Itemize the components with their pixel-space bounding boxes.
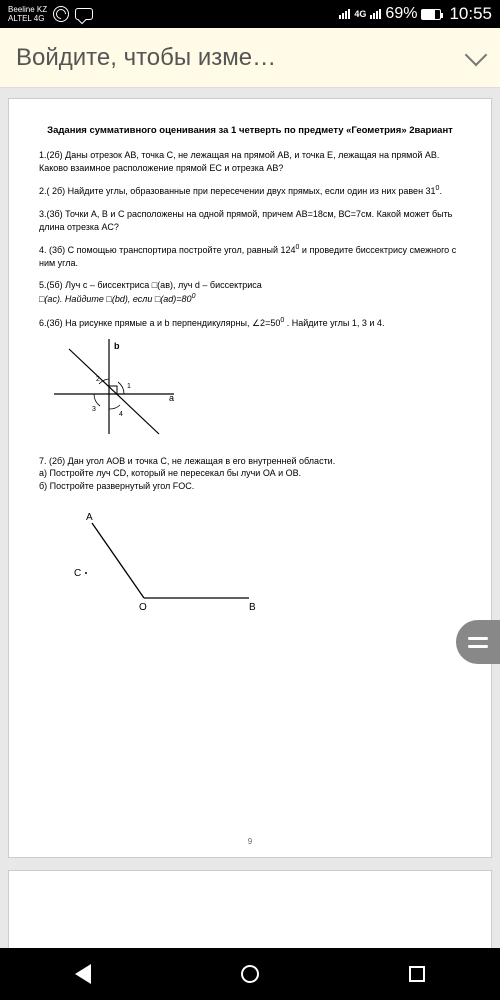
carrier-labels: Beeline KZ ALTEL 4G (8, 5, 47, 23)
task-5: 5.(5б) Луч с – биссектриса □(ав), луч d … (39, 279, 461, 305)
diagram-angles: b a 1 2 3 4 (54, 339, 461, 443)
svg-text:C: C (74, 568, 81, 579)
svg-text:a: a (169, 393, 174, 403)
nav-back-button[interactable] (75, 964, 91, 984)
document-page-2 (8, 870, 492, 948)
whatsapp-icon (53, 6, 69, 22)
chevron-down-icon[interactable] (465, 43, 488, 66)
navigation-bar (0, 948, 500, 1000)
page-number: 9 (9, 836, 491, 847)
battery-icon (421, 9, 441, 20)
document-page-1: Задания суммативного оценивания за 1 чет… (8, 98, 492, 858)
status-right: 4G 69% 10:55 (339, 4, 492, 24)
status-left: Beeline KZ ALTEL 4G (8, 5, 93, 23)
menu-fab-button[interactable] (456, 620, 500, 664)
app-title: Войдите, чтобы изме… (16, 44, 276, 72)
svg-text:3: 3 (92, 406, 96, 413)
task-3: 3.(3б) Точки А, В и С расположены на одн… (39, 208, 461, 233)
nav-home-button[interactable] (241, 965, 259, 983)
carrier-2: ALTEL 4G (8, 14, 47, 23)
diagram-angle-aob: A O B C (64, 508, 461, 622)
svg-text:b: b (114, 341, 120, 351)
message-icon (75, 8, 93, 20)
svg-text:B: B (249, 602, 256, 613)
svg-text:O: O (139, 602, 147, 613)
task-1: 1.(2б) Даны отрезок АВ, точка С, не лежа… (39, 149, 461, 174)
nav-recent-button[interactable] (409, 966, 425, 982)
status-bar: Beeline KZ ALTEL 4G 4G 69% 10:55 (0, 0, 500, 28)
app-header[interactable]: Войдите, чтобы изме… (0, 28, 500, 88)
task-2: 2.( 2б) Найдите углы, образованные при п… (39, 184, 461, 198)
battery-percent: 69% (385, 5, 417, 23)
task-7: 7. (2б) Дан угол АОВ и точка С, не лежащ… (39, 455, 461, 493)
task-4: 4. (3б) С помощью транспортира постройте… (39, 243, 461, 269)
network-label: 4G (354, 9, 366, 19)
doc-title: Задания суммативного оценивания за 1 чет… (39, 124, 461, 137)
signal-icon-1 (339, 9, 350, 19)
svg-text:4: 4 (119, 411, 123, 418)
clock-time: 10:55 (449, 4, 492, 24)
content-area[interactable]: Задания суммативного оценивания за 1 чет… (0, 88, 500, 948)
battery-fill (422, 10, 434, 19)
task-6: 6.(3б) На рисунке прямые а и b перпендик… (39, 316, 461, 330)
signal-icon-2 (370, 9, 381, 19)
svg-text:1: 1 (127, 383, 131, 390)
svg-text:2: 2 (96, 376, 100, 383)
svg-text:A: A (86, 512, 93, 523)
carrier-1: Beeline KZ (8, 5, 47, 14)
